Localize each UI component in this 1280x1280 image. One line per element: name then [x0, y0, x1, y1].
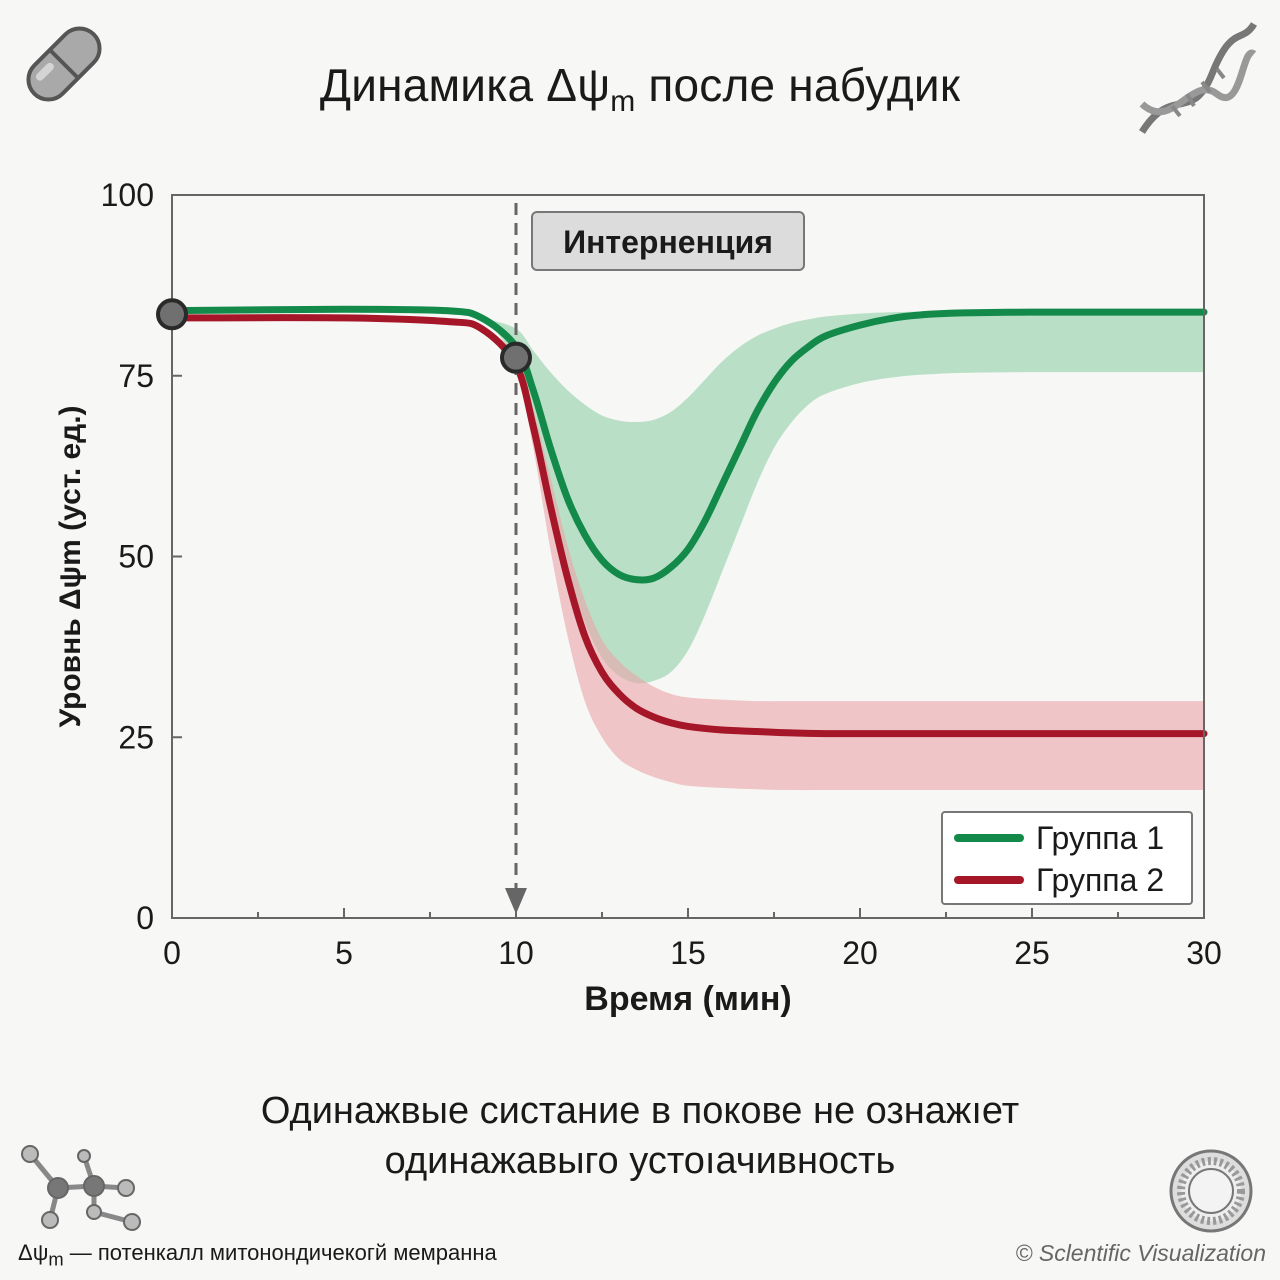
- caption-line-2: одинажавыго устоıачивность: [384, 1140, 896, 1182]
- dna-icon: [1139, 22, 1257, 134]
- page-title: Динамика Δψm после набудик: [0, 58, 1280, 119]
- caption: Одинажвые систание в покове не ознажıет …: [0, 1086, 1280, 1186]
- y-tick-label: 75: [118, 358, 154, 394]
- data-marker-2: [500, 341, 532, 374]
- molecule-icon: [21, 1145, 141, 1231]
- legend-label-2: Группа 2: [1036, 862, 1164, 898]
- title-subscript: m: [610, 85, 636, 118]
- data-marker-1: [156, 298, 188, 331]
- y-tick-label: 50: [118, 539, 154, 575]
- title-rest: после набудик: [635, 59, 961, 111]
- footnote-symbol: Δψ: [18, 1240, 49, 1265]
- legend-label-1: Группа 1: [1036, 820, 1164, 856]
- x-axis-label: Время (мин): [584, 980, 791, 1018]
- y-tick-label: 100: [101, 177, 154, 213]
- footnote: Δψm — потенкалл митонондичекогй мемранна: [18, 1240, 497, 1270]
- x-tick-label: 20: [842, 935, 878, 971]
- capsule-icon: [26, 26, 102, 102]
- credit: © Sclentific Visualization: [1015, 1240, 1266, 1266]
- series-2-line: [168, 314, 1208, 738]
- x-tick-label: 30: [1186, 935, 1222, 971]
- series-1-confidence-band: [172, 309, 1204, 684]
- liposome-icon: [1169, 1149, 1253, 1233]
- y-tick-label: 25: [118, 719, 154, 755]
- y-axis-label: Уровнь Δψm (уст. ед.): [54, 405, 87, 727]
- intervention-label: Интерненция: [563, 224, 773, 260]
- x-tick-label: 0: [163, 935, 181, 971]
- x-tick-label: 10: [498, 935, 534, 971]
- footnote-text: — потенкалл митонондичекогй мемранна: [63, 1240, 497, 1265]
- footnote-subscript: m: [48, 1248, 64, 1270]
- x-tick-label: 25: [1014, 935, 1050, 971]
- x-tick-label: 15: [670, 935, 706, 971]
- chart: 0 5 10 15 20 25 30 0 25 50 75 100 Интерненция Групп…: [54, 177, 1222, 1018]
- x-tick-label: 5: [335, 935, 353, 971]
- title-main: Динамика Δψ: [319, 59, 611, 111]
- y-tick-label: 0: [136, 900, 154, 936]
- intervention-box: [531, 211, 805, 271]
- intervention-arrow: [505, 888, 527, 914]
- series-2-confidence-band: [172, 317, 1204, 791]
- caption-line-1: Одинажвые систание в покове не ознажıет: [260, 1090, 1020, 1132]
